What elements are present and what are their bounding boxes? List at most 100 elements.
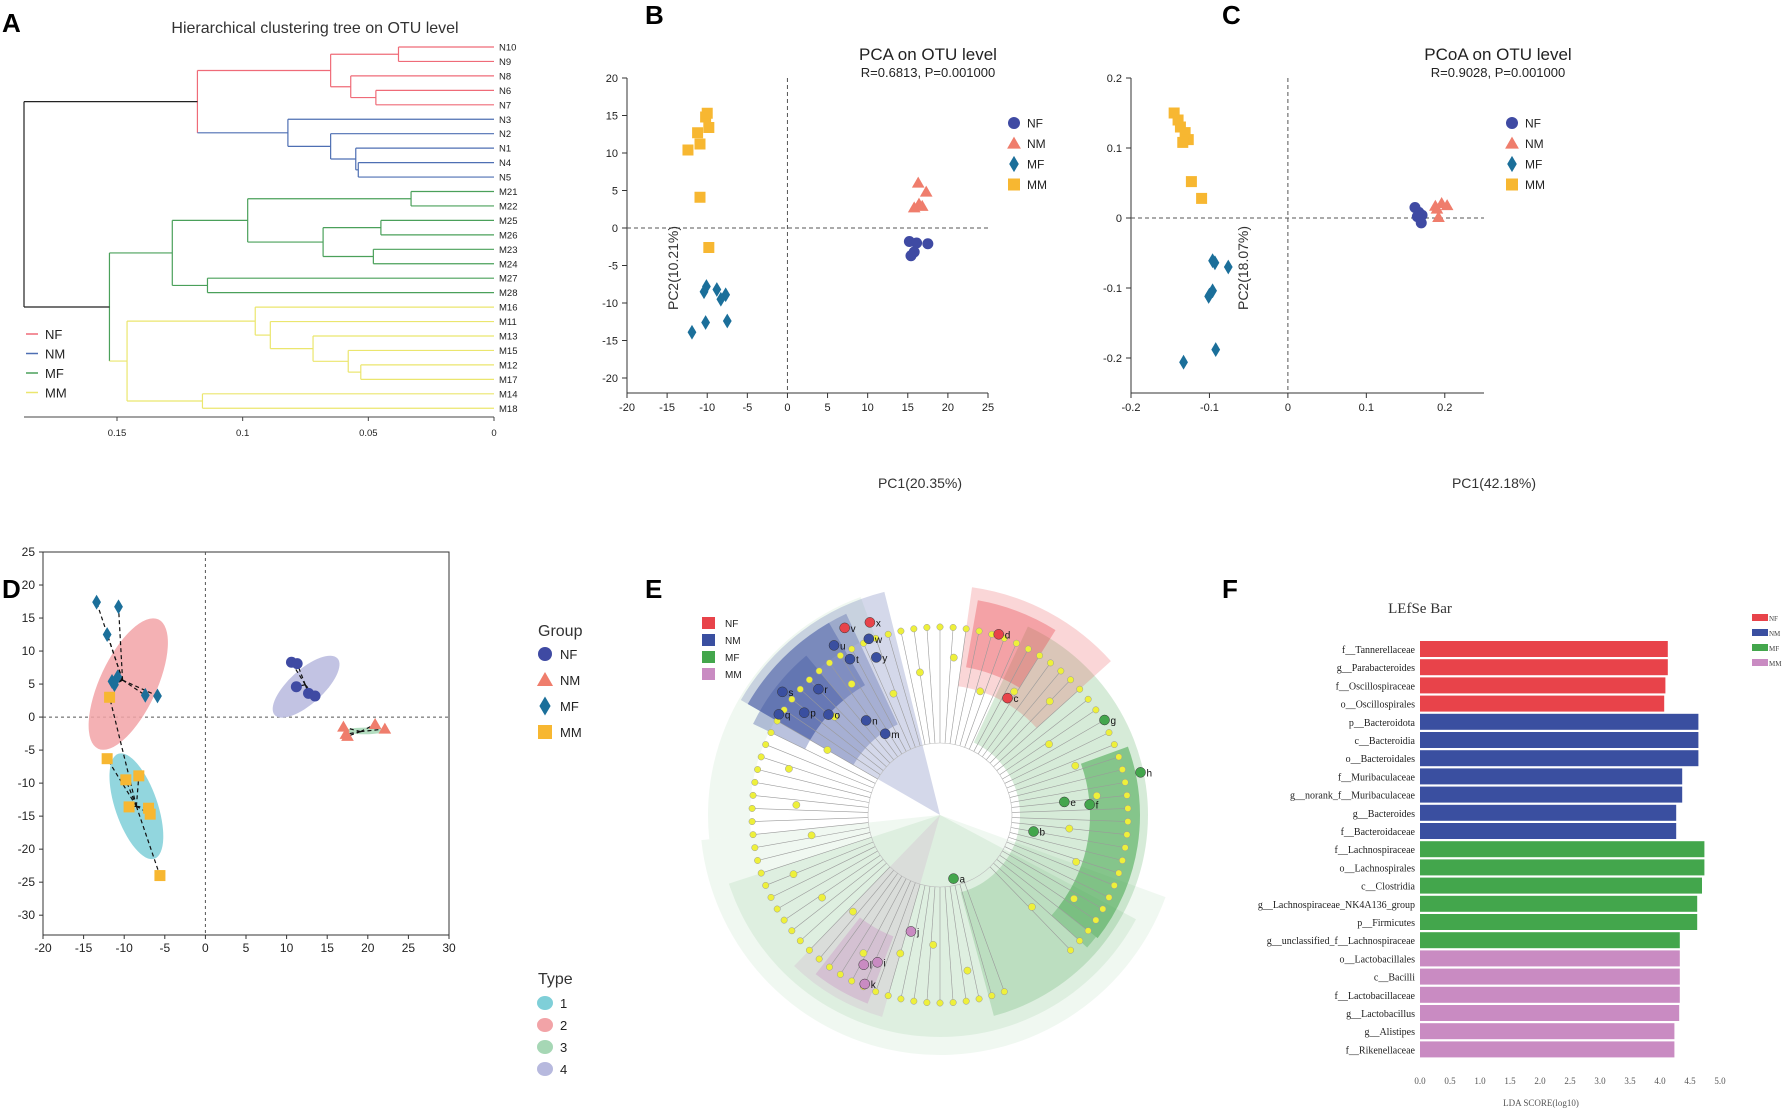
- centroid-spoke: [360, 723, 376, 733]
- biomarker-node: [860, 715, 872, 726]
- taxon-node: [949, 624, 957, 631]
- taxon-node: [836, 652, 844, 660]
- data-point-mm: [123, 801, 135, 813]
- type-legend-title: Type: [538, 971, 573, 988]
- lefse-legend: NF NM MF MM: [1752, 614, 1782, 668]
- lda-bar-nm: [1420, 823, 1677, 839]
- tree-branch: [993, 862, 1078, 940]
- legend-label: MM: [45, 386, 67, 401]
- y-tick-label: 10: [606, 148, 618, 160]
- data-point-nm: [915, 199, 929, 211]
- legend-swatch: [702, 651, 715, 663]
- data-point-mm: [1168, 107, 1180, 119]
- biomarker-node: [813, 683, 824, 695]
- data-point-nm: [1432, 210, 1445, 222]
- tree-branch: [949, 886, 967, 999]
- lefse-x-axis-label: LDA SCORE(log10): [1503, 1098, 1579, 1108]
- taxon-node: [1045, 697, 1054, 706]
- legend-label: MM: [1525, 178, 1545, 192]
- taxon-node: [976, 687, 985, 696]
- dendrogram-leaf-label: N3: [499, 115, 511, 126]
- tree-branch: [760, 769, 871, 798]
- data-point-nm: [911, 176, 925, 188]
- legend-label: NM: [1769, 630, 1781, 638]
- biomarker-node-label: w: [874, 635, 883, 646]
- data-point-nf: [309, 690, 321, 702]
- legend-label: MF: [725, 653, 739, 664]
- x-tick-label: 0: [1285, 402, 1291, 414]
- data-point-nm: [368, 718, 382, 730]
- centroid-spoke: [106, 758, 137, 807]
- tree-branch: [876, 882, 916, 989]
- taxon-node: [897, 995, 905, 1003]
- biomarker-node: [839, 622, 850, 634]
- tree-branch: [831, 665, 898, 757]
- x-tick-label: -15: [75, 941, 93, 955]
- data-point-mm: [104, 691, 116, 703]
- dendrogram-leaf-label: N8: [499, 71, 511, 82]
- dendrogram-leaf-label: N1: [499, 144, 511, 155]
- legend-marker-nf: [1506, 117, 1518, 129]
- y-tick-label: -0.2: [1103, 353, 1122, 365]
- taxon-node: [748, 818, 756, 826]
- taxon-node: [1013, 639, 1020, 647]
- tree-branch: [993, 690, 1078, 768]
- x-tick-label: -10: [116, 941, 134, 955]
- pca-title: PCA on OTU level: [859, 45, 997, 64]
- x-tick-label: 5: [824, 402, 830, 414]
- taxon-node: [896, 949, 905, 958]
- dendrogram-leaf-label: M21: [499, 187, 517, 198]
- x-tick-label: 2.0: [1534, 1076, 1546, 1086]
- dendrogram-axis: 0.15 0.1 0.05 0: [24, 416, 497, 439]
- legend-label: NM: [45, 347, 65, 362]
- data-point-mm: [143, 802, 155, 814]
- data-point-mf: [699, 284, 709, 300]
- taxon-node: [988, 992, 996, 1000]
- tree-branch: [989, 681, 1069, 764]
- centroid-spoke: [347, 731, 361, 737]
- lda-bar-mf: [1420, 841, 1705, 858]
- panel-d-ordination: -20 -15 -10 -5 0 5 10 15 20 25 30 25 20 15 10 5 0 -5 -10 -1…: [18, 545, 583, 1077]
- biomarker-node: [871, 652, 882, 663]
- y-tick-label: 5: [612, 186, 618, 198]
- y-tick-label: 0.1: [1107, 143, 1122, 155]
- centroid-spoke: [106, 634, 124, 681]
- legend-marker-nm: [1505, 136, 1519, 149]
- taxon-node: [1105, 729, 1113, 737]
- lda-bar-nm: [1420, 713, 1699, 730]
- legend-label: MF: [560, 699, 579, 714]
- centroid-spoke: [122, 679, 158, 697]
- taxon-node: [929, 940, 938, 949]
- taxon-label: g__unclassified_f__Lachnospiraceae: [1267, 936, 1416, 947]
- legend-marker-mm: [1506, 178, 1518, 191]
- data-point-nm: [1440, 199, 1454, 211]
- x-tick-label: 25: [982, 402, 994, 414]
- legend-label: NF: [725, 619, 738, 630]
- legend-swatch: [702, 634, 715, 646]
- tree-branch: [1009, 832, 1120, 861]
- taxon-label: g__Lactobacillus: [1346, 1009, 1415, 1020]
- biomarker-node: [1059, 796, 1070, 808]
- tree-branch: [977, 657, 1039, 755]
- dendrogram-leaf-label: N10: [499, 43, 516, 54]
- cladogram: a b c d e f g h i j kl m n o p q r s tuv wx y: [701, 587, 1166, 1056]
- legend-marker-mf: [539, 696, 551, 716]
- taxon-label: g__Bacteroides: [1353, 809, 1415, 820]
- x-tick-label: 5: [243, 941, 250, 955]
- panel-label-f: F: [1222, 574, 1238, 604]
- legend-marker-mm: [1008, 178, 1020, 191]
- data-point-mm: [154, 870, 166, 882]
- taxon-node: [859, 949, 868, 958]
- tree-branch: [773, 733, 876, 784]
- taxon-node: [975, 627, 983, 635]
- taxon-label: c__Bacteroidia: [1354, 736, 1415, 747]
- clade-highlight-mf: [708, 596, 876, 840]
- centroid-spoke: [296, 663, 306, 685]
- taxon-node: [847, 680, 856, 688]
- x-tick-label: -15: [659, 402, 675, 414]
- pca-plot-area: -20 -15 -10 -5 0 5 10 15 20 25 20 15 10 5 0 -5 -10 -15 -20: [602, 73, 994, 414]
- dendrogram-branches: [23, 46, 494, 409]
- taxon-node: [923, 999, 931, 1006]
- taxon-node: [923, 624, 931, 631]
- taxon-node: [1115, 753, 1123, 761]
